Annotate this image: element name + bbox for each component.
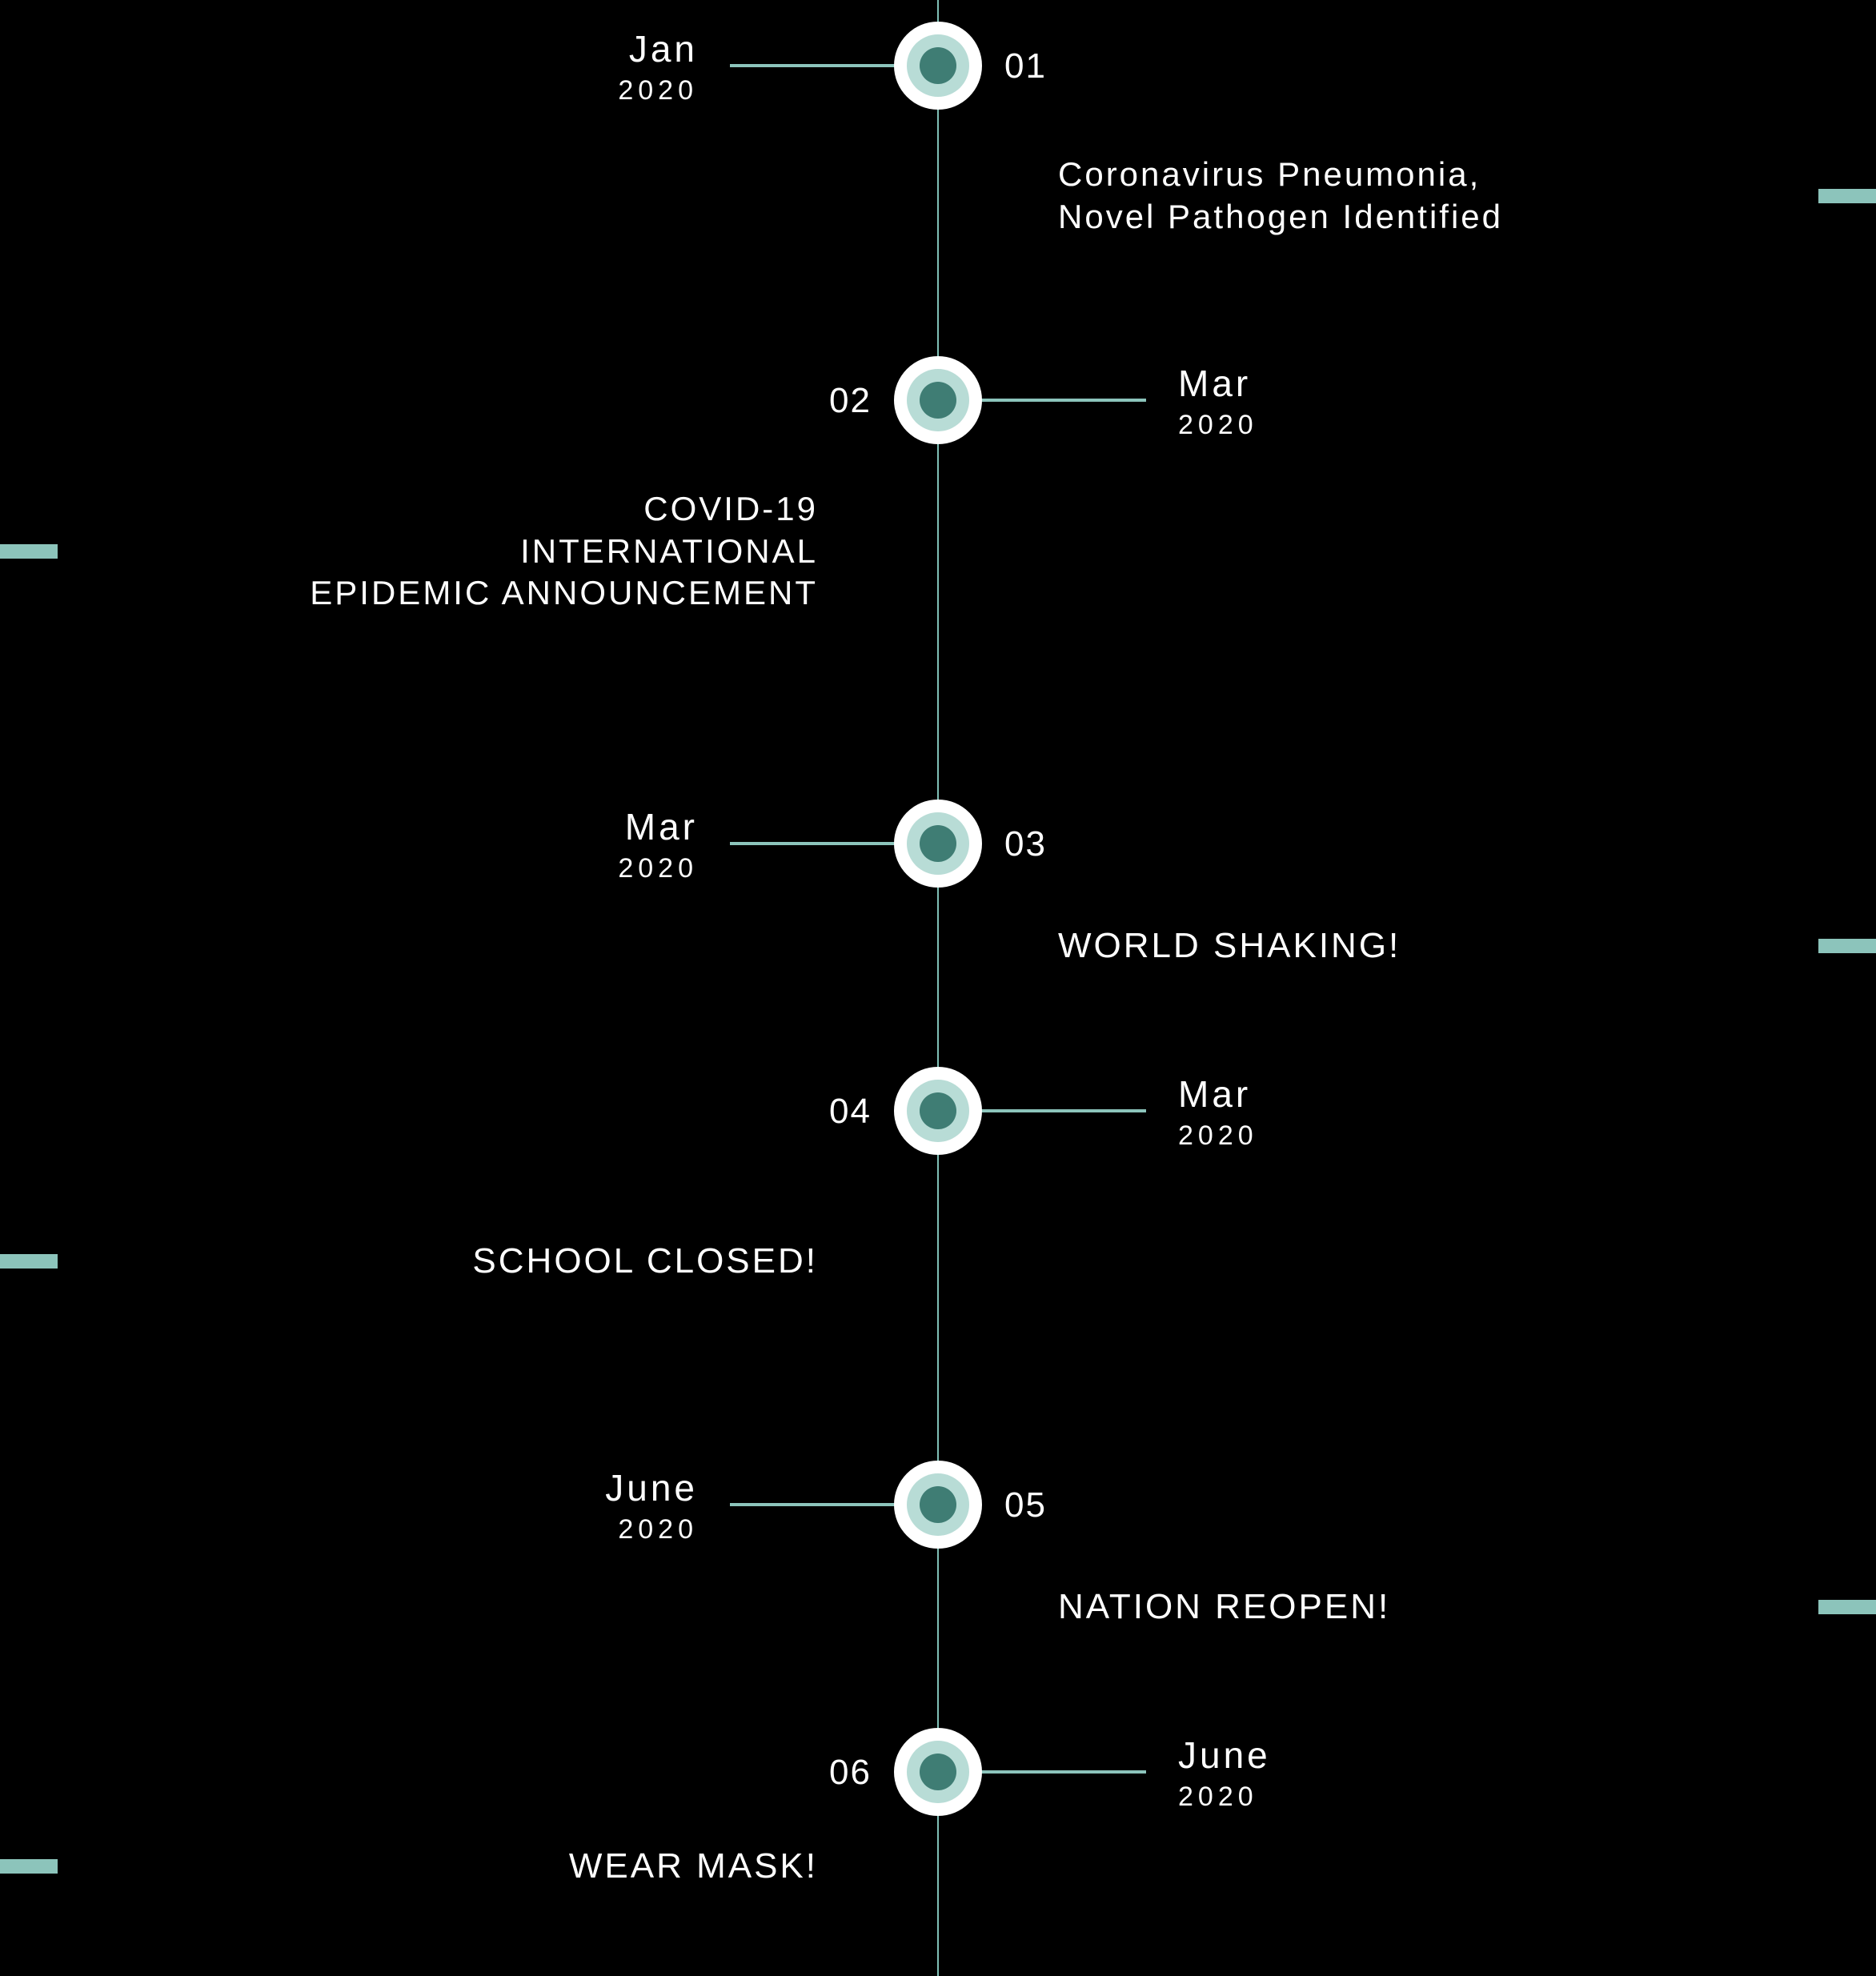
date-year: 2020 [618,75,698,106]
node-core [920,825,956,862]
timeline-diagram: 01 Coronavirus Pneumonia,Novel Pathogen I… [0,0,1876,1976]
title-line: Novel Pathogen Identified [1058,196,1844,238]
timeline-center-line [937,0,939,1976]
title-line: NATION REOPEN! [1058,1585,1844,1629]
marker-03: 03 [1004,824,1047,864]
node-core [920,382,956,419]
title-03: WORLD SHAKING! [1058,924,1844,968]
marker-02: 02 [829,381,872,421]
date-06: June 2020 [1178,1734,1271,1813]
date-month: June [605,1466,698,1509]
title-line: SCHOOL CLOSED! [32,1239,818,1283]
date-year: 2020 [1178,1782,1271,1813]
date-04: Mar 2020 [1178,1072,1258,1152]
node-core [920,47,956,84]
date-02: Mar 2020 [1178,362,1258,441]
accent-bar-05 [1818,1600,1876,1614]
timeline-node-05 [894,1461,982,1549]
title-line: EPIDEMIC ANNOUNCEMENT [32,572,818,615]
title-line: WORLD SHAKING! [1058,924,1844,968]
date-year: 2020 [618,853,698,884]
timeline-node-02 [894,356,982,444]
date-03: Mar 2020 [618,805,698,884]
title-02: COVID-19INTERNATIONALEPIDEMIC ANNOUNCEME… [32,488,818,615]
date-month: June [1178,1734,1271,1777]
title-01: Coronavirus Pneumonia,Novel Pathogen Ide… [1058,154,1844,238]
title-line: INTERNATIONAL [32,531,818,573]
date-month: Mar [1178,1072,1258,1116]
accent-bar-02 [0,544,58,559]
accent-bar-04 [0,1254,58,1269]
timeline-node-03 [894,800,982,888]
date-year: 2020 [605,1514,698,1545]
date-05: June 2020 [605,1466,698,1545]
title-line: COVID-19 [32,488,818,531]
accent-bar-06 [0,1859,58,1874]
marker-05: 05 [1004,1485,1047,1525]
date-year: 2020 [1178,410,1258,441]
date-month: Mar [1178,362,1258,405]
title-05: NATION REOPEN! [1058,1585,1844,1629]
timeline-node-04 [894,1067,982,1155]
timeline-node-06 [894,1728,982,1816]
accent-bar-03 [1818,939,1876,953]
node-core [920,1486,956,1523]
title-04: SCHOOL CLOSED! [32,1239,818,1283]
date-month: Jan [618,27,698,70]
timeline-node-01 [894,22,982,110]
marker-01: 01 [1004,46,1047,86]
date-01: Jan 2020 [618,27,698,106]
marker-04: 04 [829,1092,872,1132]
node-core [920,1092,956,1129]
title-line: WEAR MASK! [32,1844,818,1888]
title-line: Coronavirus Pneumonia, [1058,154,1844,196]
marker-06: 06 [829,1753,872,1793]
title-06: WEAR MASK! [32,1844,818,1888]
date-year: 2020 [1178,1120,1258,1152]
node-core [920,1754,956,1790]
date-month: Mar [618,805,698,848]
accent-bar-01 [1818,189,1876,203]
